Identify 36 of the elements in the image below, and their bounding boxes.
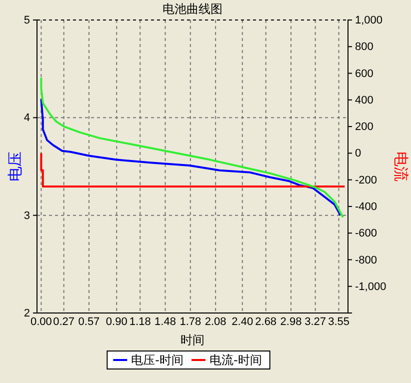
y-tick-label: 2 xyxy=(24,308,30,320)
x-tick-label: 1.78 xyxy=(180,316,202,328)
x-tick-label: 0.27 xyxy=(53,316,75,328)
x-tick-label: 3.27 xyxy=(304,316,326,328)
y2-tick-label: -600 xyxy=(355,228,378,240)
y2-tick-label: 0 xyxy=(355,148,362,160)
x-tick-label: 1.18 xyxy=(129,316,151,328)
y2-tick-label: -800 xyxy=(355,254,378,266)
legend-label: 电压-时间 xyxy=(131,353,184,367)
x-tick-label: 0.00 xyxy=(30,316,52,328)
x-tick-label: 0.90 xyxy=(106,316,128,328)
x-axis-title: 时间 xyxy=(180,333,204,347)
y2-tick-label: 200 xyxy=(355,121,374,134)
y2-axis-title: 电流 xyxy=(392,152,410,182)
x-tick-label: 3.55 xyxy=(328,316,350,328)
x-tick-label: 0.57 xyxy=(78,316,100,328)
y-axis-title: 电压 xyxy=(6,152,24,182)
y2-tick-label: -200 xyxy=(355,174,378,186)
x-tick-label: 1.48 xyxy=(154,316,176,328)
y-tick-label: 4 xyxy=(24,112,30,124)
x-tick-label: 2.98 xyxy=(280,316,302,328)
legend-label: 电流-时间 xyxy=(210,353,262,367)
line-series xyxy=(40,76,344,218)
y2-tick-label: -1,000 xyxy=(355,280,386,293)
y2-tick-label: -400 xyxy=(355,200,378,213)
y2-tick-label: 1,000 xyxy=(355,14,383,27)
line-series xyxy=(40,98,342,216)
x-tick-label: 2.08 xyxy=(204,316,226,328)
y2-tick-label: 800 xyxy=(355,41,374,54)
x-tick-label: 2.40 xyxy=(232,316,254,328)
y-tick-label: 5 xyxy=(24,14,30,27)
x-tick-label: 2.68 xyxy=(255,316,277,328)
y2-tick-label: 600 xyxy=(355,68,374,80)
y-tick-label: 3 xyxy=(24,210,30,222)
chart-title: 电池曲线图 xyxy=(162,2,222,16)
y2-tick-label: 400 xyxy=(355,94,374,106)
